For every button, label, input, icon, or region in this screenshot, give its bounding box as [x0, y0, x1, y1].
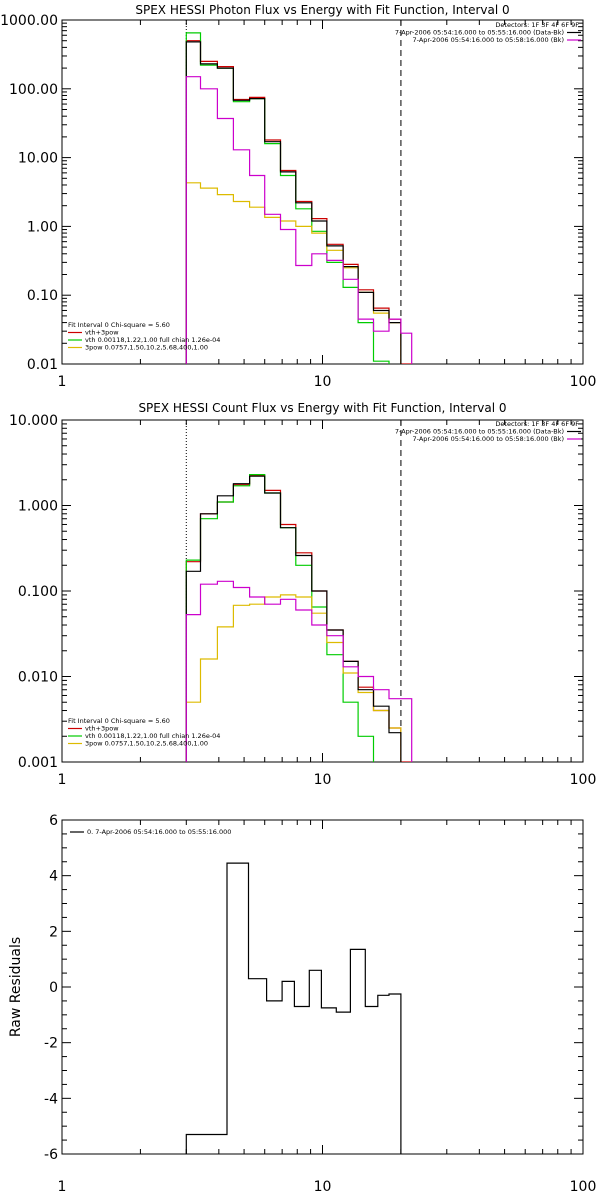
y-tick-label: 0.100	[18, 584, 58, 600]
series-line	[185, 594, 402, 762]
legend-entry: 0. 7-Apr-2006 05:54:16.000 to 05:55:16.0…	[87, 828, 231, 836]
legend-entry: vth+3pow	[85, 329, 119, 337]
x-tick-label: 100	[570, 374, 597, 390]
series-line	[185, 182, 402, 364]
legend-top-right: Detectors: 1F 3F 4F 6F 9F7-Apr-2006 05:5…	[395, 21, 581, 44]
x-tick-label: 1	[58, 1179, 67, 1195]
legend-entry: 3pow 0.0757,1.50,10.2,5.68,400,1.00	[85, 740, 208, 748]
series-line	[185, 76, 413, 364]
y-tick-label: 0.001	[18, 755, 58, 771]
legend-top-left: 0. 7-Apr-2006 05:54:16.000 to 05:55:16.0…	[70, 828, 231, 836]
y-tick-label: 10.000	[9, 413, 58, 429]
y-tick-label: 2	[49, 924, 58, 940]
y-tick-label: 4	[49, 869, 58, 885]
legend-entry: Detectors: 1F 3F 4F 6F 9F	[495, 21, 579, 29]
series-group	[185, 32, 413, 364]
legend-bottom-left: Fit Interval 0 Chi-square = 5.60vth+3pow…	[68, 321, 220, 352]
residuals-panel: Raw Residuals 1 10 100 -6 -4 -2 0 2 4 6 0. 7-Apr-20…	[8, 813, 597, 1195]
legend-entry: vth 0.00118,1.22,1.00 full chian 1.26e-0…	[85, 336, 220, 344]
legend-entry: Fit Interval 0 Chi-square = 5.60	[68, 321, 170, 329]
legend-entry: 3pow 0.0757,1.50,10.2,5.68,400,1.00	[85, 344, 208, 352]
y-tick-label: 10.00	[18, 151, 58, 167]
y-axis: 0.01 0.10 1.00 10.00 100.00 1000.00	[0, 13, 583, 373]
plot-frame	[61, 819, 584, 1155]
x-tick-label: 10	[314, 1179, 332, 1195]
x-tick-label: 10	[314, 772, 332, 786]
legend-entry: 7-Apr-2006 05:54:16.000 to 05:55:16.000 …	[395, 428, 564, 436]
legend-entry: 7-Apr-2006 05:54:16.000 to 05:55:16.000 …	[395, 29, 564, 37]
series-line	[185, 862, 402, 1154]
y-tick-label: 0.01	[27, 357, 58, 373]
y-tick-label: 1.00	[27, 219, 58, 235]
y-tick-label: -6	[44, 1147, 58, 1163]
x-axis: 1 10 100	[58, 820, 597, 1195]
legend-entry: Fit Interval 0 Chi-square = 5.60	[68, 717, 170, 725]
y-axis: -6 -4 -2 0 2 4 6	[44, 813, 583, 1163]
x-tick-label: 10	[314, 374, 332, 390]
x-tick-label: 100	[570, 772, 597, 786]
y-tick-label: 1.000	[18, 499, 58, 515]
chart-title: SPEX HESSI Photon Flux vs Energy with Fi…	[135, 3, 509, 17]
series-group	[185, 862, 402, 1154]
legend-top-right: Detectors: 1F 3F 4F 6F 9F7-Apr-2006 05:5…	[395, 420, 581, 443]
x-tick-label: 1	[58, 772, 67, 786]
x-axis: 1 10 100	[58, 20, 597, 390]
series-line	[185, 580, 413, 762]
legend-entry: 7-Apr-2006 05:54:16.000 to 05:58:16.000 …	[413, 435, 564, 443]
y-tick-label: 1000.00	[0, 13, 58, 29]
y-tick-label: 6	[49, 813, 58, 829]
count-flux-panel: SPEX HESSI Count Flux vs Energy with Fit…	[9, 401, 597, 786]
legend-bottom-left: Fit Interval 0 Chi-square = 5.60vth+3pow…	[68, 717, 220, 748]
series-line	[185, 40, 413, 364]
x-tick-label: 1	[58, 374, 67, 390]
y-axis-label: Raw Residuals	[8, 937, 24, 1037]
x-tick-label: 100	[570, 1179, 597, 1195]
legend-entry: Detectors: 1F 3F 4F 6F 9F	[495, 420, 579, 428]
legend-entry: vth 0.00118,1.22,1.00 full chian 1.26e-0…	[85, 732, 220, 740]
legend-entry: 7-Apr-2006 05:54:16.000 to 05:58:16.000 …	[413, 36, 564, 44]
series-group	[185, 474, 413, 762]
series-line	[185, 41, 402, 364]
y-tick-label: 0.10	[27, 288, 58, 304]
y-axis: 0.001 0.010 0.100 1.000 10.000	[9, 413, 583, 771]
y-tick-label: -2	[44, 1036, 58, 1052]
plot-frame	[61, 19, 584, 365]
chart-title: SPEX HESSI Count Flux vs Energy with Fit…	[138, 401, 506, 415]
y-tick-label: 100.00	[9, 82, 58, 98]
series-line	[185, 474, 375, 762]
y-tick-label: 0.010	[18, 670, 58, 686]
series-line	[185, 475, 402, 762]
legend-entry: vth+3pow	[85, 725, 119, 733]
y-tick-label: -4	[44, 1091, 58, 1107]
photon-flux-panel: SPEX HESSI Photon Flux vs Energy with Fi…	[0, 3, 597, 390]
y-tick-label: 0	[49, 980, 58, 996]
